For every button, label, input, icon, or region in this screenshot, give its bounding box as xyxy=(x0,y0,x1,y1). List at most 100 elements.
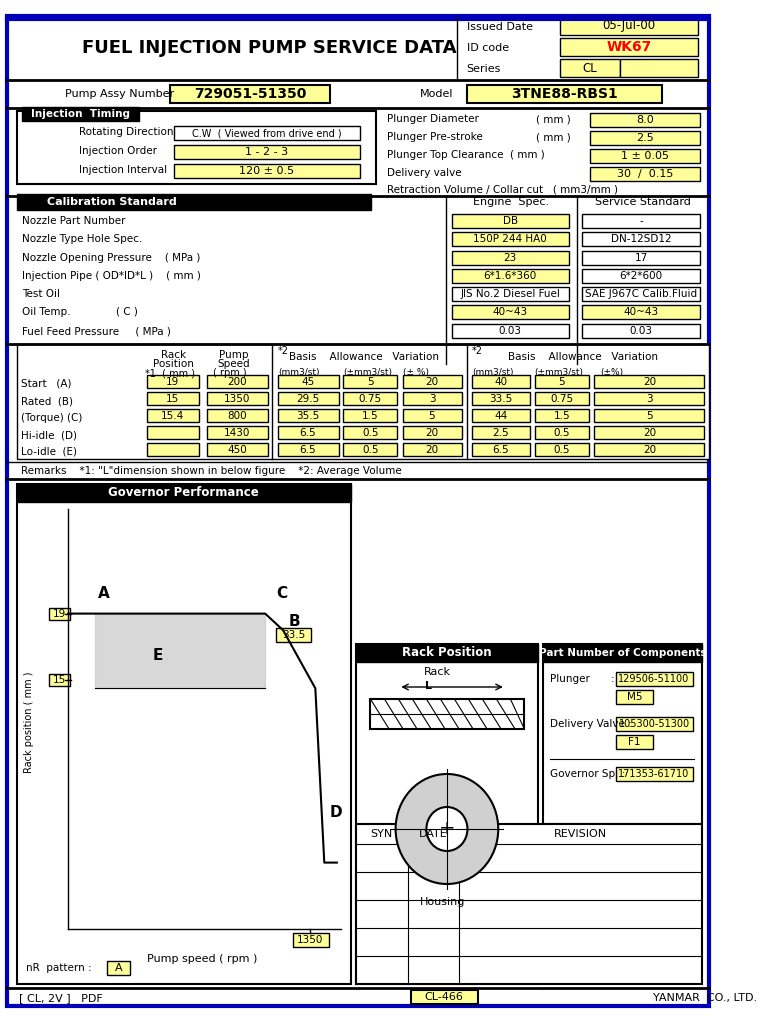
Text: (±%): (±%) xyxy=(600,369,623,378)
Text: 3: 3 xyxy=(646,394,653,404)
Text: YANMAR  CO., LTD.: YANMAR CO., LTD. xyxy=(653,993,757,1002)
Bar xyxy=(411,990,478,1004)
Bar xyxy=(616,690,653,705)
Text: 6*1.6*360: 6*1.6*360 xyxy=(484,271,537,281)
Bar xyxy=(343,443,398,456)
Text: Pump speed ( rpm ): Pump speed ( rpm ) xyxy=(147,954,257,964)
Bar xyxy=(49,674,70,686)
Text: Nozzle Opening Pressure    ( MPa ): Nozzle Opening Pressure ( MPa ) xyxy=(22,253,200,263)
Text: 15.4: 15.4 xyxy=(161,411,184,421)
Bar xyxy=(543,644,702,662)
Bar xyxy=(293,933,329,947)
Text: REVISION: REVISION xyxy=(554,829,607,839)
Text: Basis    Allowance   Variation: Basis Allowance Variation xyxy=(289,352,439,362)
Text: 1430: 1430 xyxy=(223,428,250,438)
Bar xyxy=(452,251,569,265)
Text: Governor Performance: Governor Performance xyxy=(108,486,259,500)
Bar xyxy=(17,484,351,984)
Bar xyxy=(278,392,339,406)
Text: 5: 5 xyxy=(558,377,565,387)
Text: 40~43: 40~43 xyxy=(493,307,528,317)
Text: 20: 20 xyxy=(643,377,656,387)
Text: Model: Model xyxy=(420,89,453,99)
Text: (±mm3/st): (±mm3/st) xyxy=(343,369,392,378)
Text: 129506-51100: 129506-51100 xyxy=(618,674,690,684)
Text: 450: 450 xyxy=(227,445,247,455)
Text: Plunger Top Clearance  ( mm ): Plunger Top Clearance ( mm ) xyxy=(387,150,545,160)
Bar xyxy=(582,232,700,246)
Bar xyxy=(207,426,268,439)
Text: E: E xyxy=(153,647,163,663)
Text: (mm3/st): (mm3/st) xyxy=(472,369,514,378)
Text: F1: F1 xyxy=(628,737,641,746)
Bar xyxy=(535,409,589,422)
Bar xyxy=(403,392,462,406)
Text: 3TNE88-RBS1: 3TNE88-RBS1 xyxy=(511,87,618,101)
Text: A: A xyxy=(114,963,122,973)
Bar xyxy=(403,426,462,439)
Text: 171353-61710: 171353-61710 xyxy=(618,769,690,779)
Text: Rated  (B): Rated (B) xyxy=(21,396,72,406)
Text: Plunger Pre-stroke: Plunger Pre-stroke xyxy=(387,132,483,142)
Bar xyxy=(356,644,538,662)
Bar xyxy=(147,392,199,406)
Text: 19: 19 xyxy=(166,377,179,387)
Bar xyxy=(356,824,702,984)
Text: FUEL INJECTION PUMP SERVICE DATA: FUEL INJECTION PUMP SERVICE DATA xyxy=(82,39,457,57)
Bar xyxy=(582,214,700,228)
Text: Series: Series xyxy=(466,63,501,74)
Text: 20: 20 xyxy=(643,428,656,438)
Text: 20: 20 xyxy=(425,445,439,455)
Text: 3: 3 xyxy=(429,394,435,404)
Text: Plunger Diameter: Plunger Diameter xyxy=(387,114,479,124)
Text: 33.5: 33.5 xyxy=(282,630,306,640)
Text: ID code: ID code xyxy=(466,43,508,53)
Bar xyxy=(560,59,621,77)
Text: 1.5: 1.5 xyxy=(362,411,379,421)
Text: 0.03: 0.03 xyxy=(630,326,653,336)
Text: 6.5: 6.5 xyxy=(493,445,509,455)
Text: 15: 15 xyxy=(166,394,179,404)
Bar xyxy=(207,443,268,456)
Text: 0.03: 0.03 xyxy=(499,326,522,336)
Text: M5: M5 xyxy=(627,692,642,702)
Bar xyxy=(356,644,538,984)
Text: Remarks    *1: "L"dimension shown in below figure    *2: Average Volume: Remarks *1: "L"dimension shown in below … xyxy=(21,466,401,476)
Text: Position: Position xyxy=(153,359,194,369)
Text: 120 ± 0.5: 120 ± 0.5 xyxy=(240,166,294,176)
Bar xyxy=(147,375,199,388)
Text: 0.5: 0.5 xyxy=(362,428,379,438)
Bar xyxy=(472,443,530,456)
Text: CL: CL xyxy=(582,61,597,75)
Text: 0.5: 0.5 xyxy=(362,445,379,455)
Text: SAE J967C Calib.Fluid: SAE J967C Calib.Fluid xyxy=(585,289,697,299)
Text: 2.5: 2.5 xyxy=(493,428,509,438)
Text: 6.5: 6.5 xyxy=(300,428,316,438)
Bar xyxy=(403,375,462,388)
Bar xyxy=(174,126,360,140)
Text: 729051-51350: 729051-51350 xyxy=(194,87,306,101)
Text: Hi-idle  (D): Hi-idle (D) xyxy=(21,430,77,440)
Text: Rack: Rack xyxy=(161,350,186,360)
Bar xyxy=(174,145,360,159)
Bar xyxy=(560,17,698,35)
Bar xyxy=(472,375,530,388)
Bar xyxy=(535,426,589,439)
Text: Calibration Standard: Calibration Standard xyxy=(47,197,177,207)
Text: 05-Jul-00: 05-Jul-00 xyxy=(602,19,655,33)
Bar xyxy=(22,106,139,121)
Bar xyxy=(49,607,70,620)
Circle shape xyxy=(396,774,498,884)
Text: DB: DB xyxy=(503,216,518,226)
Text: D: D xyxy=(329,805,342,820)
Bar xyxy=(472,409,530,422)
Bar xyxy=(452,214,569,228)
Bar xyxy=(582,324,700,338)
Bar xyxy=(472,392,530,406)
Text: Issued Date: Issued Date xyxy=(466,22,532,32)
Text: SYN: SYN xyxy=(370,829,392,839)
Bar xyxy=(452,324,569,338)
Text: 40: 40 xyxy=(495,377,508,387)
Bar xyxy=(590,167,700,181)
Text: +: + xyxy=(439,819,455,839)
